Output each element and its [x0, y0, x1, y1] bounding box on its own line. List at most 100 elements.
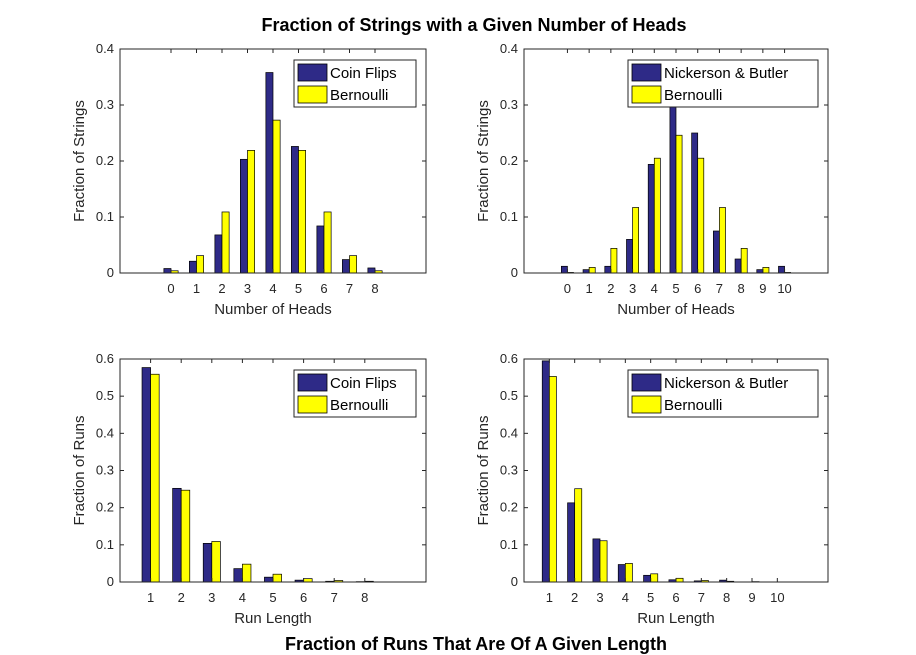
y-tick-label: 0.6 [500, 351, 518, 366]
bar-series1-4 [265, 72, 274, 274]
bar-series1-1 [541, 360, 550, 583]
bar-series1-7 [712, 230, 720, 274]
x-tick-label: 5 [269, 590, 276, 605]
x-axis-label: Number of Heads [214, 301, 332, 318]
legend-swatch-1 [297, 63, 328, 82]
bar-series1-3 [626, 239, 633, 274]
bar-series2-3 [632, 207, 640, 274]
bar-series1-0 [163, 268, 172, 274]
x-tick-label: 4 [239, 590, 246, 605]
legend-swatch-1 [631, 373, 662, 392]
bar-series1-8 [734, 258, 742, 274]
x-tick-label: 8 [361, 590, 368, 605]
y-axis-label: Fraction of Runs [475, 415, 492, 525]
bar-series2-1 [588, 267, 596, 274]
x-tick-label: 1 [193, 281, 200, 296]
bar-series2-4 [624, 563, 633, 583]
bar-series2-5 [675, 134, 683, 274]
x-tick-label: 1 [147, 590, 154, 605]
legend-label-1: Coin Flips [330, 375, 397, 392]
bar-series1-0 [560, 265, 568, 274]
y-tick-label: 0.2 [500, 500, 518, 515]
x-tick-label: 2 [218, 281, 225, 296]
x-tick-label: 2 [607, 281, 614, 296]
y-tick-label: 0.2 [500, 153, 518, 168]
bar-series1-5 [264, 576, 274, 583]
y-tick-label: 0.4 [500, 41, 518, 56]
bar-series2-1 [150, 373, 160, 583]
bar-series1-2 [567, 502, 576, 583]
subplot-1: 0 0.1 0.2 0.3 0.4 0 1 2 3 4 5 6 7 8 Number of Heads Fra… [71, 41, 427, 318]
y-tick-label: 0.4 [500, 425, 518, 440]
y-tick-label: 0.1 [96, 209, 114, 224]
bar-series2-2 [574, 488, 583, 583]
bar-series1-4 [647, 164, 655, 274]
x-tick-label: 3 [629, 281, 636, 296]
x-tick-label: 6 [300, 590, 307, 605]
bar-series2-4 [653, 157, 661, 274]
bar-series2-5 [298, 150, 306, 274]
bar-series2-6 [303, 578, 313, 583]
bar-series2-1 [196, 255, 204, 274]
legend-label-2: Bernoulli [330, 397, 388, 414]
x-tick-label: 2 [178, 590, 185, 605]
x-tick-label: 7 [346, 281, 353, 296]
x-axis-label: Number of Heads [617, 301, 735, 318]
bar-series2-8 [740, 248, 748, 274]
y-axis-label: Fraction of Runs [71, 415, 88, 525]
bar-series2-6 [697, 157, 705, 274]
x-tick-label: 10 [777, 281, 791, 296]
x-tick-label: 4 [622, 590, 629, 605]
x-tick-label: 0 [167, 281, 174, 296]
bar-series1-8 [367, 267, 376, 274]
x-axis-label: Run Length [637, 610, 715, 627]
bar-series2-9 [762, 267, 770, 274]
subplot-4: 0 0.1 0.2 0.3 0.4 0.5 0.6 1 2 3 4 5 6 7 8 9 10 Run Length… [475, 351, 829, 627]
bar-series1-5 [643, 574, 652, 583]
x-tick-label: 2 [571, 590, 578, 605]
y-axis-label: Fraction of Strings [475, 100, 492, 222]
bar-series2-3 [211, 541, 221, 583]
bar-series2-6 [675, 577, 684, 583]
legend-label-2: Bernoulli [664, 397, 722, 414]
x-tick-label: 3 [596, 590, 603, 605]
x-tick-label: 7 [331, 590, 338, 605]
legend: Coin Flips Bernoulli [293, 369, 417, 418]
bar-series1-4 [617, 564, 626, 583]
y-tick-label: 0.1 [96, 537, 114, 552]
bar-series1-5 [291, 146, 299, 274]
x-tick-label: 6 [320, 281, 327, 296]
x-tick-label: 6 [694, 281, 701, 296]
y-tick-label: 0.2 [96, 153, 114, 168]
legend: Coin Flips Bernoulli [293, 59, 417, 108]
legend-label-2: Bernoulli [664, 87, 722, 104]
legend-label-1: Coin Flips [330, 65, 397, 82]
top-figure-title: Fraction of Strings with a Given Number … [261, 15, 686, 35]
y-axis-label: Fraction of Strings [71, 100, 88, 222]
bar-series1-1 [141, 367, 151, 583]
x-tick-label: 3 [208, 590, 215, 605]
bar-series1-9 [756, 269, 764, 274]
legend-swatch-2 [297, 85, 328, 104]
bar-series1-2 [172, 487, 182, 583]
y-tick-label: 0.3 [96, 97, 114, 112]
y-tick-label: 0.1 [500, 537, 518, 552]
legend-label-1: Nickerson & Butler [664, 65, 788, 82]
legend-swatch-2 [631, 85, 662, 104]
y-tick-label: 0.5 [500, 388, 518, 403]
bar-series1-1 [189, 260, 197, 274]
y-tick-label: 0.2 [96, 500, 114, 515]
legend: Nickerson & Butler Bernoulli [627, 59, 819, 108]
x-tick-label: 5 [672, 281, 679, 296]
y-tick-label: 0.3 [500, 463, 518, 478]
bar-series1-10 [778, 265, 785, 274]
bar-series2-3 [599, 540, 608, 583]
bar-series2-6 [323, 211, 332, 274]
legend-swatch-1 [631, 63, 662, 82]
x-tick-label: 8 [371, 281, 378, 296]
legend-label-2: Bernoulli [330, 87, 388, 104]
bar-series1-5 [669, 104, 677, 274]
legend-swatch-2 [631, 395, 662, 414]
